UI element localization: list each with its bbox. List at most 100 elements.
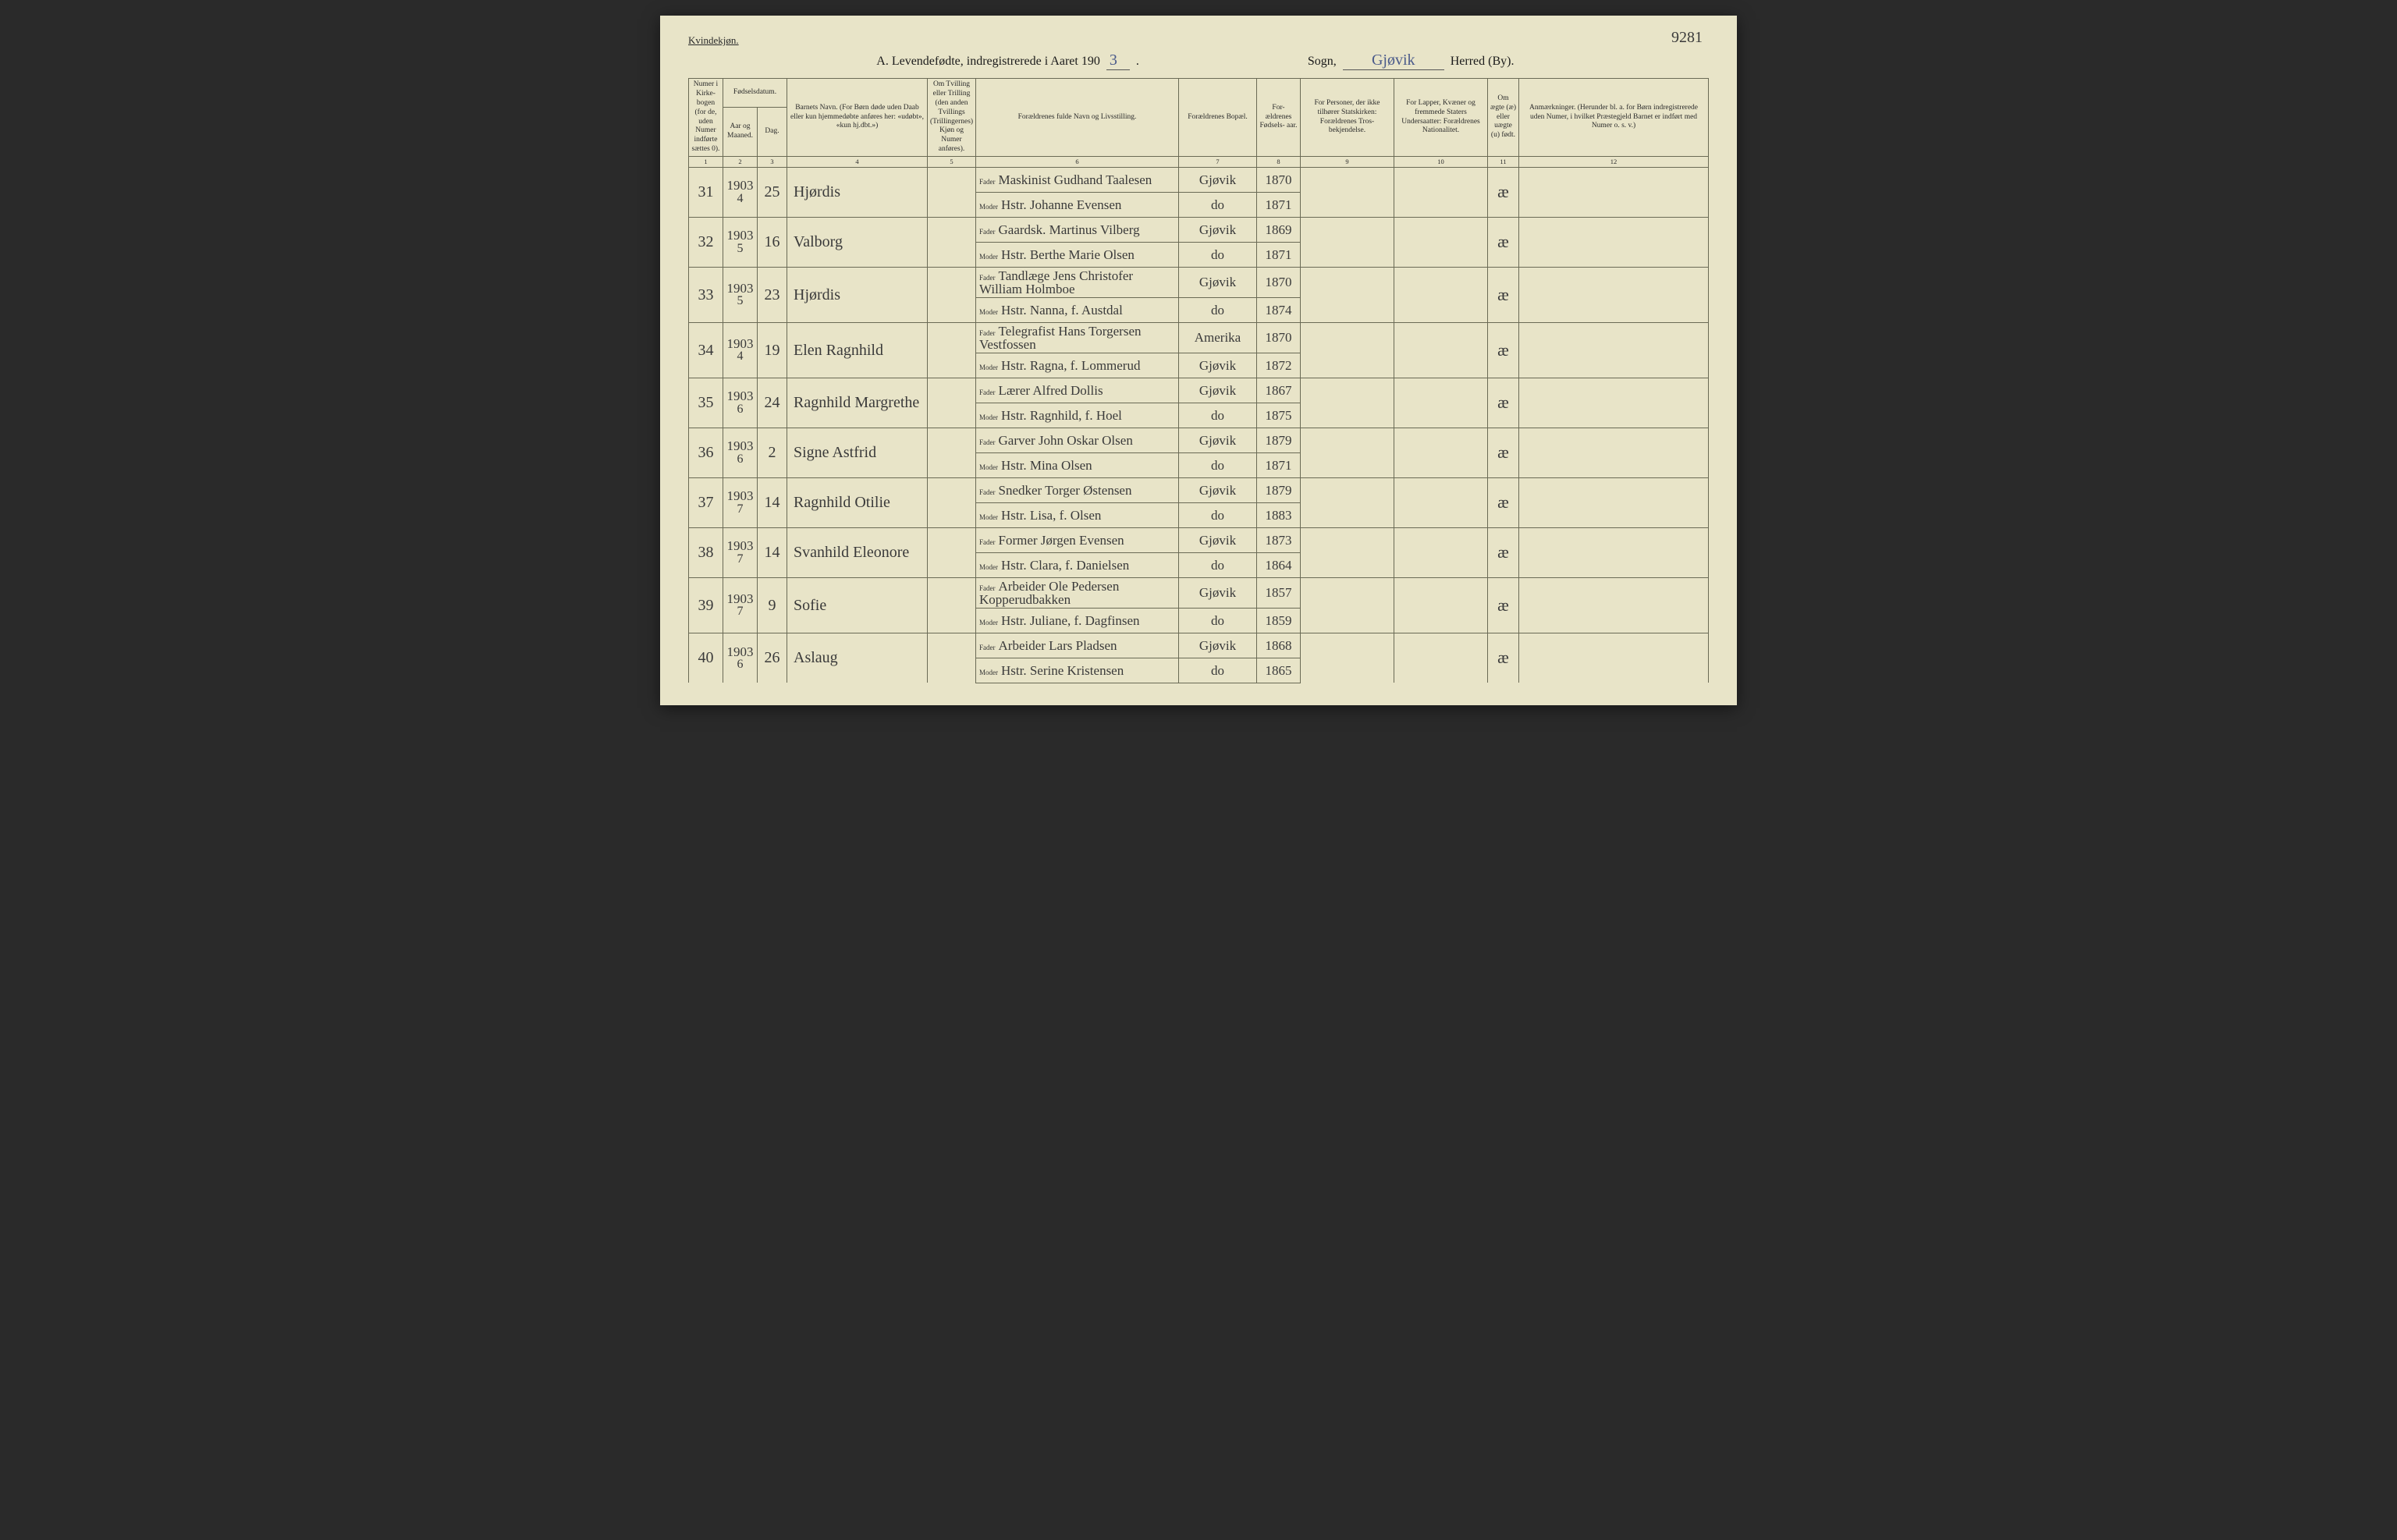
- entry-month: 5: [726, 295, 755, 307]
- father-year: 1869: [1266, 222, 1292, 237]
- father-name: Telegrafist Hans Torgersen Vestfossen: [979, 324, 1142, 352]
- remarks-cell: [1519, 633, 1709, 683]
- father-name: Former Jørgen Evensen: [999, 533, 1124, 548]
- father-place: Gjøvik: [1199, 275, 1236, 289]
- remarks-cell: [1519, 217, 1709, 267]
- mother-name: Hstr. Ragna, f. Lommerud: [1001, 358, 1140, 373]
- legitimacy: æ: [1497, 492, 1509, 512]
- entry-year: 1903: [727, 538, 754, 553]
- register-page: 9281 Kvindekjøn. A. Levendefødte, indreg…: [660, 16, 1737, 705]
- mother-name: Hstr. Nanna, f. Austdal: [1001, 303, 1123, 318]
- mother-place: Gjøvik: [1199, 358, 1236, 373]
- nationality-cell: [1394, 477, 1488, 527]
- colnum-12: 12: [1519, 157, 1709, 168]
- entry-number: 31: [698, 183, 714, 200]
- entry-month: 5: [726, 243, 755, 255]
- colnum-4: 4: [787, 157, 928, 168]
- colnum-2: 2: [723, 157, 758, 168]
- table-row: 351903624Ragnhild MargretheFaderLærer Al…: [689, 378, 1709, 403]
- mother-year: 1859: [1266, 613, 1292, 628]
- register-table: Numer i Kirke- bogen (for de, uden Numer…: [688, 78, 1709, 683]
- father-label: Fader: [979, 329, 996, 337]
- father-label: Fader: [979, 178, 996, 186]
- entry-number: 32: [698, 233, 714, 250]
- herred-label: Herred (By).: [1451, 55, 1521, 69]
- nationality-cell: [1394, 577, 1488, 633]
- col-header-8: For- ældrenes Fødsels- aar.: [1257, 79, 1301, 157]
- legitimacy: æ: [1497, 542, 1509, 562]
- colnum-6: 6: [976, 157, 1179, 168]
- entry-number: 33: [698, 286, 714, 303]
- entry-year: 1903: [727, 488, 754, 503]
- legitimacy: æ: [1497, 392, 1509, 412]
- child-name: Hjørdis: [794, 286, 840, 303]
- col-header-4: Barnets Navn. (For Børn døde uden Daab e…: [787, 79, 928, 157]
- entry-day: 14: [765, 494, 780, 511]
- twin-cell: [928, 167, 976, 217]
- father-year: 1870: [1266, 330, 1292, 345]
- colnum-9: 9: [1301, 157, 1394, 168]
- entry-number: 40: [698, 649, 714, 666]
- religion-cell: [1301, 267, 1394, 322]
- entry-number: 38: [698, 544, 714, 561]
- father-label: Fader: [979, 228, 996, 236]
- entry-number: 37: [698, 494, 714, 511]
- entry-month: 7: [726, 503, 755, 516]
- mother-label: Moder: [979, 513, 998, 521]
- child-name: Aslaug: [794, 649, 838, 666]
- legitimacy: æ: [1497, 232, 1509, 251]
- remarks-cell: [1519, 477, 1709, 527]
- twin-cell: [928, 477, 976, 527]
- father-year: 1867: [1266, 383, 1292, 398]
- religion-cell: [1301, 322, 1394, 378]
- entry-month: 6: [726, 403, 755, 416]
- entry-month: 7: [726, 553, 755, 566]
- father-name: Arbeider Lars Pladsen: [999, 638, 1117, 653]
- sogn-label: Sogn,: [1308, 55, 1337, 69]
- mother-name: Hstr. Ragnhild, f. Hoel: [1001, 408, 1122, 423]
- legitimacy: æ: [1497, 648, 1509, 667]
- father-place: Gjøvik: [1199, 383, 1236, 398]
- remarks-cell: [1519, 428, 1709, 477]
- nationality-cell: [1394, 217, 1488, 267]
- mother-label: Moder: [979, 669, 998, 676]
- father-label: Fader: [979, 488, 996, 496]
- nationality-cell: [1394, 428, 1488, 477]
- mother-label: Moder: [979, 563, 998, 571]
- father-year: 1868: [1266, 638, 1292, 653]
- child-name: Elen Ragnhild: [794, 342, 883, 359]
- colnum-11: 11: [1488, 157, 1519, 168]
- mother-year: 1871: [1266, 247, 1292, 262]
- entry-year: 1903: [727, 178, 754, 193]
- twin-cell: [928, 378, 976, 428]
- colnum-8: 8: [1257, 157, 1301, 168]
- entry-year: 1903: [727, 644, 754, 659]
- mother-name: Hstr. Mina Olsen: [1001, 458, 1092, 473]
- mother-name: Hstr. Berthe Marie Olsen: [1001, 247, 1135, 262]
- father-year: 1857: [1266, 585, 1292, 600]
- religion-cell: [1301, 477, 1394, 527]
- legitimacy: æ: [1497, 340, 1509, 360]
- father-year: 1879: [1266, 483, 1292, 498]
- religion-cell: [1301, 167, 1394, 217]
- mother-label: Moder: [979, 619, 998, 626]
- mother-label: Moder: [979, 463, 998, 471]
- mother-label: Moder: [979, 253, 998, 261]
- child-name: Ragnhild Otilie: [794, 494, 890, 511]
- entry-day: 26: [765, 649, 780, 666]
- nationality-cell: [1394, 633, 1488, 683]
- entry-year: 1903: [727, 281, 754, 296]
- entry-month: 4: [726, 350, 755, 363]
- colnum-10: 10: [1394, 157, 1488, 168]
- col-header-12: Anmærkninger. (Herunder bl. a. for Børn …: [1519, 79, 1709, 157]
- child-name: Sofie: [794, 597, 826, 614]
- remarks-cell: [1519, 577, 1709, 633]
- table-row: 36190362Signe AstfridFaderGarver John Os…: [689, 428, 1709, 452]
- entry-year: 1903: [727, 389, 754, 403]
- child-name: Signe Astfrid: [794, 444, 876, 461]
- mother-name: Hstr. Lisa, f. Olsen: [1001, 508, 1101, 523]
- title-row: A. Levendefødte, indregistrerede i Aaret…: [688, 51, 1709, 70]
- colnum-1: 1: [689, 157, 723, 168]
- table-row: 381903714Svanhild EleonoreFaderFormer Jø…: [689, 527, 1709, 552]
- nationality-cell: [1394, 267, 1488, 322]
